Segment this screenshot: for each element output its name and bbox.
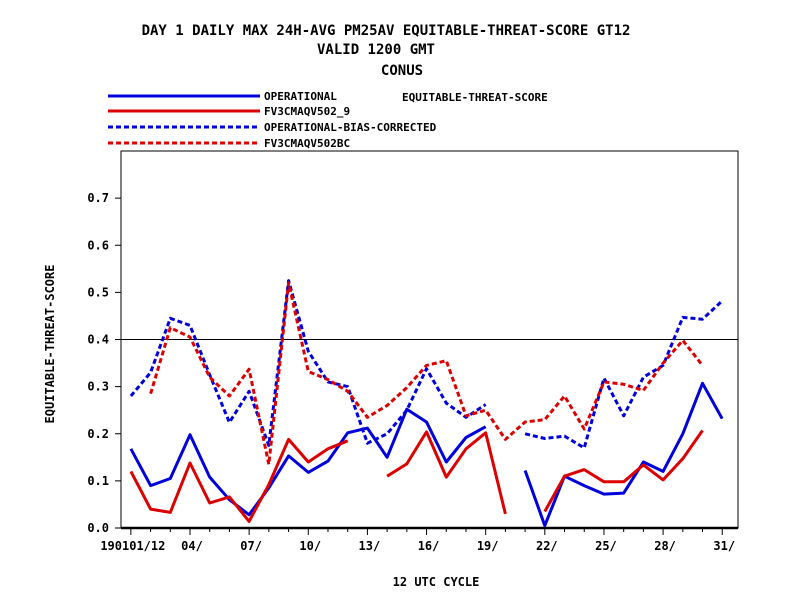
series-line-operational-bias-corrected (524, 299, 724, 450)
legend-label-fv3cmaqv502-9: FV3CMAQV502_9 (264, 105, 350, 118)
chart-title-line-1: DAY 1 DAILY MAX 24H-AVG PM25AV EQUITABLE… (142, 23, 631, 39)
x-tick-label: 22/ (536, 539, 558, 553)
series-line-fv3cmaqv502-9 (386, 430, 507, 515)
y-tick-label: 0.7 (87, 191, 109, 205)
x-tick-label: 190101/12 (100, 539, 165, 553)
series-line-fv3cmaqv502bc (149, 281, 704, 466)
y-tick-label: 0.6 (87, 238, 109, 252)
y-tick-label: 0.0 (87, 521, 109, 535)
x-tick-label: 04/ (181, 539, 203, 553)
legend-label-fv3cmaqv502bc: FV3CMAQV502BC (264, 137, 350, 150)
series-line-fv3cmaqv502-9 (129, 437, 349, 523)
legend-label-operational: OPERATIONAL (264, 90, 337, 103)
y-axis: 0.0 0.1 0.2 0.3 0.4 0.5 0.6 0.7 (87, 191, 121, 535)
x-tick-label: 07/ (240, 539, 262, 553)
series-operational-bias-corrected (129, 279, 724, 450)
x-tick-label: 28/ (654, 539, 676, 553)
series-layer (129, 279, 724, 528)
legend-label-operational-bias-corrected: OPERATIONAL-BIAS-CORRECTED (264, 121, 437, 134)
x-tick-label: 19/ (477, 539, 499, 553)
series-fv3cmaqv502-9 (129, 429, 704, 523)
y-tick-label: 0.1 (87, 474, 109, 488)
legend-note: EQUITABLE-THREAT-SCORE (402, 91, 548, 104)
x-tick-label: 13/ (359, 539, 381, 553)
y-tick-label: 0.3 (87, 380, 109, 394)
series-fv3cmaqv502bc (149, 281, 704, 466)
y-tick-label: 0.2 (87, 427, 109, 441)
x-tick-label: 10/ (299, 539, 321, 553)
y-tick-label: 0.5 (87, 285, 109, 299)
y-tick-label: 0.4 (87, 333, 109, 347)
series-line-operational-bias-corrected (129, 279, 487, 447)
series-operational (129, 381, 724, 528)
legend: OPERATIONAL FV3CMAQV502_9 OPERATIONAL-BIAS… (108, 90, 437, 150)
x-tick-label: 25/ (595, 539, 617, 553)
series-line-operational (129, 407, 487, 517)
series-line-fv3cmaqv502-9 (543, 429, 704, 513)
series-line-operational (523, 381, 724, 528)
x-axis-label: 12 UTC CYCLE (393, 575, 480, 589)
x-tick-label: 16/ (418, 539, 440, 553)
chart-title-line-3: CONUS (381, 63, 423, 79)
y-axis-label: EQUITABLE-THREAT-SCORE (43, 265, 57, 424)
chart-title-line-2: VALID 1200 GMT (317, 42, 435, 58)
x-axis: 190101/12 04/07/10/13/16/19/22/25/28/31/ (100, 528, 735, 553)
x-tick-label: 31/ (713, 539, 735, 553)
